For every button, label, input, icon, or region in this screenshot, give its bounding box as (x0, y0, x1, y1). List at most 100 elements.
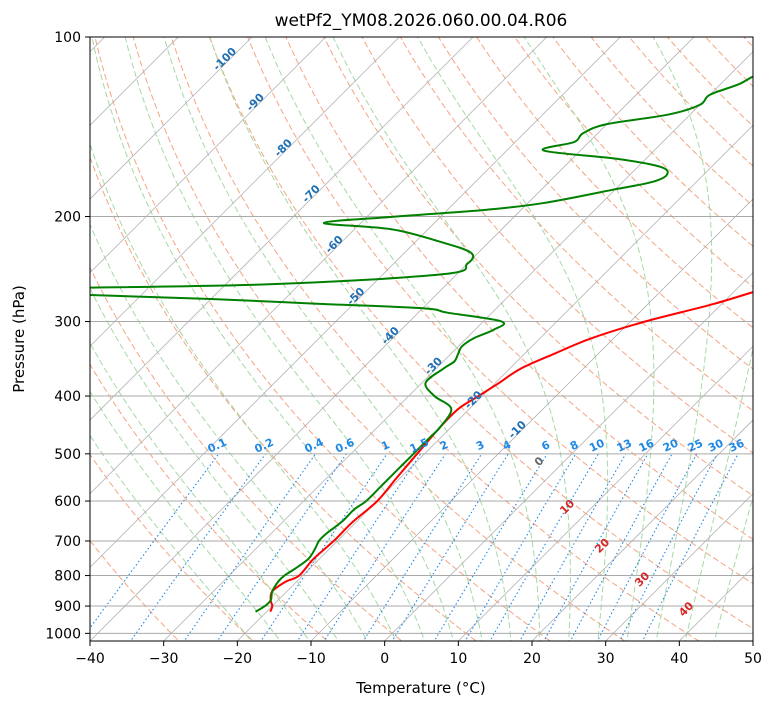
isotherm-line (310, 198, 753, 641)
dry-adiabat-line (323, 37, 753, 497)
dry-adiabat-line (208, 37, 753, 630)
dry-adiabat-line (666, 37, 753, 127)
dry-adiabat-line (514, 37, 753, 288)
dry-adiabat-label: -60 (323, 233, 346, 256)
mixing-ratio-label: 3 (474, 438, 486, 453)
mixing-ratio-label: 1 (379, 438, 391, 453)
moist-adiabat-line (90, 287, 339, 641)
isotherm-line (236, 124, 753, 641)
moist-adiabat-line (264, 37, 541, 641)
mixing-ratio-line (216, 453, 347, 641)
dry-adiabat-line (90, 539, 180, 641)
profile-series (90, 75, 753, 613)
dewpoint-profile-line (90, 75, 753, 613)
y-tick-label: 800 (54, 569, 81, 585)
mixing-ratio-label: 6 (539, 438, 552, 453)
isotherm-label: 0 (532, 454, 547, 469)
moist-adiabat-line (163, 37, 483, 641)
mixing-ratio-line (260, 453, 388, 641)
y-tick-label: 100 (54, 30, 81, 46)
moist-adiabat-line (90, 142, 397, 641)
dry-adiabat-label: -100 (210, 45, 239, 74)
x-tick-label: −40 (75, 651, 105, 667)
temperature-profile-line (269, 291, 753, 613)
dry-adiabat-label: -10 (506, 418, 529, 441)
mixing-ratio-label: 16 (637, 436, 657, 454)
isotherm-line (90, 37, 695, 641)
dry-adiabat-line (399, 37, 753, 412)
mixing-ratio-line (362, 453, 483, 641)
moist-adiabat-line (684, 346, 753, 641)
dry-adiabat-line (94, 37, 552, 641)
isotherm-line (384, 272, 753, 641)
moist-adiabat-line (209, 37, 512, 641)
pressure-gridlines (90, 37, 753, 634)
dry-adiabat-label: -20 (462, 388, 485, 411)
mixing-ratio-line (433, 453, 548, 641)
isotherm-line (90, 37, 179, 126)
isotherm-line (752, 640, 753, 641)
dry-adiabat-line (90, 363, 329, 641)
x-axis-title: Temperature (°C) (355, 679, 485, 697)
x-tick-label: 50 (744, 651, 762, 667)
axes: −40 −30 −20 −10 0 10 20 30 40 5010020030040050060… (45, 30, 762, 667)
chart-title: wetPf2_YM08.2026.060.00.04.R06 (275, 11, 568, 31)
dry-adiabat-line (285, 37, 753, 540)
isotherm-line (90, 37, 621, 568)
isotherm-line (90, 37, 474, 421)
moist-adiabat-line (90, 342, 310, 641)
isotherm-line (0, 10, 58, 646)
dry-adiabat-label: -80 (272, 136, 295, 159)
isotherm-label: 30 (632, 569, 652, 589)
isotherm-label: 20 (592, 536, 612, 556)
y-tick-label: 1000 (45, 626, 81, 642)
mixing-ratio-label: 10 (587, 436, 607, 454)
y-tick-label: 700 (54, 534, 81, 550)
isotherm-line (90, 37, 253, 200)
dry-adiabat-line (590, 37, 753, 207)
isotherm-line (605, 493, 753, 641)
moist-adiabat-line (417, 37, 609, 641)
y-tick-label: 400 (54, 389, 81, 405)
plot-frame (89, 36, 754, 642)
dry-adiabat-line (361, 37, 753, 454)
x-tick-label: 30 (597, 651, 615, 667)
mixing-ratio-line (296, 453, 422, 641)
y-tick-label: 200 (54, 210, 81, 226)
moist-adiabat-line (332, 37, 571, 641)
mixing-ratio-line (183, 453, 316, 641)
moist-adiabat-line (91, 37, 426, 641)
mixing-ratio-line (391, 453, 509, 641)
y-tick-label: 900 (54, 599, 81, 615)
mixing-ratio-label: 36 (727, 436, 747, 454)
moist-adiabat-line (90, 434, 252, 641)
mixing-ratio-line (464, 453, 577, 641)
isotherm-line (163, 51, 753, 641)
dry-adiabat-line (628, 37, 753, 167)
isotherm-line (90, 37, 548, 495)
dry-adiabat-label: -70 (300, 182, 323, 205)
dry-adiabat-line (90, 453, 254, 641)
mixing-ratio-label: 20 (661, 436, 681, 454)
mixing-ratio-label: 25 (686, 437, 705, 455)
mixing-ratio-label: 0.1 (206, 436, 229, 456)
x-tick-label: −30 (149, 651, 179, 667)
isotherm-label: 10 (557, 497, 577, 517)
line-labels: 0.1 0.2 0.4 0.6 1 1.5 2 3 4 6 8 10 13 16 20 25 30 36-100-… (206, 45, 747, 620)
mixing-ratio-label: 30 (706, 436, 726, 454)
mixing-ratio-line (596, 453, 698, 641)
dry-adiabat-line (769, 24, 775, 646)
x-tick-label: 20 (523, 651, 541, 667)
background-lines (0, 10, 775, 646)
mixing-ratio-line (323, 453, 446, 641)
y-axis-title: Pressure (hPa) (10, 285, 28, 393)
moist-adiabat-line (124, 37, 454, 641)
x-tick-label: −10 (296, 651, 326, 667)
isotherm-label: 40 (676, 599, 696, 619)
dry-adiabat-label: -30 (422, 354, 445, 377)
isotherm-line (90, 37, 327, 274)
moist-adiabat-line (523, 37, 655, 641)
dry-adiabat-line (90, 266, 403, 641)
mixing-ratio-label: 13 (615, 437, 634, 455)
